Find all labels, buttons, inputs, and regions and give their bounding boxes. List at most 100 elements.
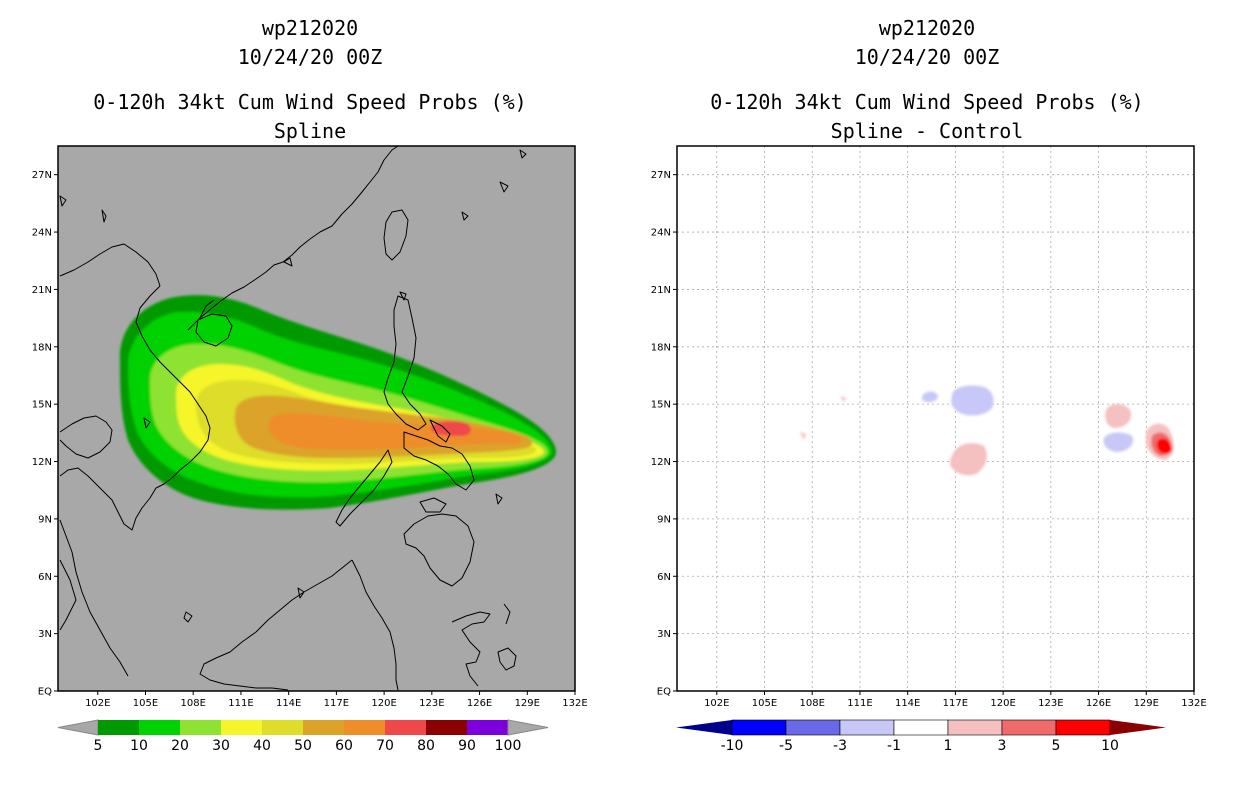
colorbar-label: 40 — [253, 738, 271, 754]
colorbar-label: 50 — [294, 738, 312, 754]
left-x-axis: 102E 105E 108E 111E 114E 117E 120E 123E 126E 129E… — [85, 691, 588, 709]
colorbar-swatch — [1001, 719, 1057, 736]
difference-contours — [800, 385, 1174, 476]
prob-contour-70 — [431, 421, 471, 436]
x-tick-label: 120E — [371, 698, 396, 709]
x-tick-label: 120E — [990, 698, 1015, 709]
subtitle: Spline — [273, 119, 347, 143]
positive-area — [950, 443, 987, 476]
left-map: EQ 3N 6N 9N 12N 15N 18N 21N 24N 27N 102E 105E 108E 1… — [32, 145, 588, 709]
colorbar-swatch — [385, 720, 426, 735]
colorbar-label: 70 — [376, 738, 394, 754]
x-tick-label: 126E — [467, 698, 492, 709]
right-colorbar: -10 -5 -3 -1 1 3 5 10 — [676, 719, 1166, 754]
colorbar-label: 10 — [1101, 738, 1119, 754]
colorbar-high-end — [1110, 720, 1166, 735]
left-colorbar: 5 10 20 30 40 50 60 70 80 90 100 — [57, 719, 549, 754]
colorbar-label: 90 — [458, 738, 476, 754]
x-tick-label: 129E — [515, 698, 540, 709]
y-tick-label: 12N — [651, 457, 671, 468]
y-tick-label: 3N — [38, 629, 52, 640]
colorbar-label: 5 — [94, 738, 103, 754]
subtitle: Spline - Control — [830, 119, 1024, 143]
colorbar-swatch — [1055, 719, 1111, 736]
x-tick-label: 102E — [85, 698, 110, 709]
y-tick-label: 3N — [657, 629, 671, 640]
positive-area — [1105, 404, 1132, 428]
colorbar-label: 5 — [1052, 738, 1061, 754]
x-tick-label: 132E — [1181, 698, 1206, 709]
colorbar-swatch — [303, 720, 344, 735]
colorbar-label: 3 — [998, 738, 1007, 754]
y-tick-label: 27N — [32, 170, 52, 181]
x-tick-label: 123E — [1038, 698, 1063, 709]
colorbar-swatch — [893, 719, 949, 736]
colorbar-swatch — [426, 720, 467, 735]
colorbar-swatch — [221, 720, 262, 735]
y-tick-label: 9N — [38, 514, 52, 525]
storm-id: wp212020 — [878, 16, 976, 40]
right-x-axis: 102E 105E 108E 111E 114E 117E 120E 123E 126E 129E… — [704, 691, 1207, 709]
y-tick-label: 18N — [651, 342, 671, 353]
x-tick-label: 111E — [847, 698, 872, 709]
colorbar-label: 20 — [171, 738, 189, 754]
negative-area — [951, 385, 994, 416]
colorbar-swatch — [98, 720, 139, 735]
colorbar-label: 100 — [495, 738, 522, 754]
y-tick-label: 21N — [32, 285, 52, 296]
positive-area — [1156, 438, 1172, 455]
x-tick-label: 132E — [562, 698, 587, 709]
y-tick-label: 24N — [32, 228, 52, 239]
x-tick-label: 123E — [419, 698, 444, 709]
x-tick-label: 102E — [704, 698, 729, 709]
colorbar-swatch — [344, 720, 385, 735]
colorbar-label: -3 — [833, 738, 847, 754]
y-tick-label: EQ — [38, 687, 52, 698]
colorbar-label: -10 — [721, 738, 744, 754]
colorbar-label: 1 — [944, 738, 953, 754]
left-title: wp212020 10/24/20 00Z 0-120h 34kt Cum Wi… — [50, 14, 570, 146]
x-tick-label: 105E — [752, 698, 777, 709]
product-title: 0-120h 34kt Cum Wind Speed Probs (%) — [710, 90, 1144, 114]
product-title: 0-120h 34kt Cum Wind Speed Probs (%) — [93, 90, 527, 114]
colorbar-swatch — [262, 720, 303, 735]
x-tick-label: 111E — [228, 698, 253, 709]
colorbar-label: -5 — [779, 738, 793, 754]
positive-area — [800, 432, 806, 440]
x-tick-label: 105E — [133, 698, 158, 709]
colorbar-low-end — [676, 720, 732, 735]
colorbar-label: 60 — [335, 738, 353, 754]
left-y-axis: EQ 3N 6N 9N 12N 15N 18N 21N 24N 27N — [32, 170, 58, 698]
storm-id: wp212020 — [261, 16, 359, 40]
x-tick-label: 129E — [1134, 698, 1159, 709]
x-tick-label: 126E — [1086, 698, 1111, 709]
y-tick-label: 15N — [32, 400, 52, 411]
colorbar-swatch — [785, 719, 841, 736]
x-tick-label: 114E — [276, 698, 301, 709]
x-tick-label: 108E — [800, 698, 825, 709]
negative-area — [1103, 432, 1134, 452]
date-time: 10/24/20 00Z — [854, 45, 1000, 69]
y-tick-label: 21N — [651, 285, 671, 296]
colorbar-label: 80 — [417, 738, 435, 754]
right-map-frame — [676, 145, 1195, 692]
colorbar-label: 10 — [130, 738, 148, 754]
right-title: wp212020 10/24/20 00Z 0-120h 34kt Cum Wi… — [667, 14, 1187, 146]
y-tick-label: 24N — [651, 228, 671, 239]
y-tick-label: 9N — [657, 514, 671, 525]
x-tick-label: 117E — [943, 698, 968, 709]
y-tick-label: 6N — [38, 572, 52, 583]
colorbar-swatch — [180, 720, 221, 735]
y-tick-label: 15N — [651, 400, 671, 411]
y-tick-label: 12N — [32, 457, 52, 468]
y-tick-label: 18N — [32, 342, 52, 353]
colorbar-high-end — [507, 719, 549, 736]
colorbar-swatch — [731, 719, 787, 736]
right-y-axis: EQ 3N 6N 9N 12N 15N 18N 21N 24N 27N — [651, 170, 677, 698]
positive-area — [840, 396, 846, 402]
y-tick-label: 27N — [651, 170, 671, 181]
x-tick-label: 108E — [181, 698, 206, 709]
colorbar-swatch — [947, 719, 1003, 736]
prob-contour-60 — [268, 412, 522, 450]
